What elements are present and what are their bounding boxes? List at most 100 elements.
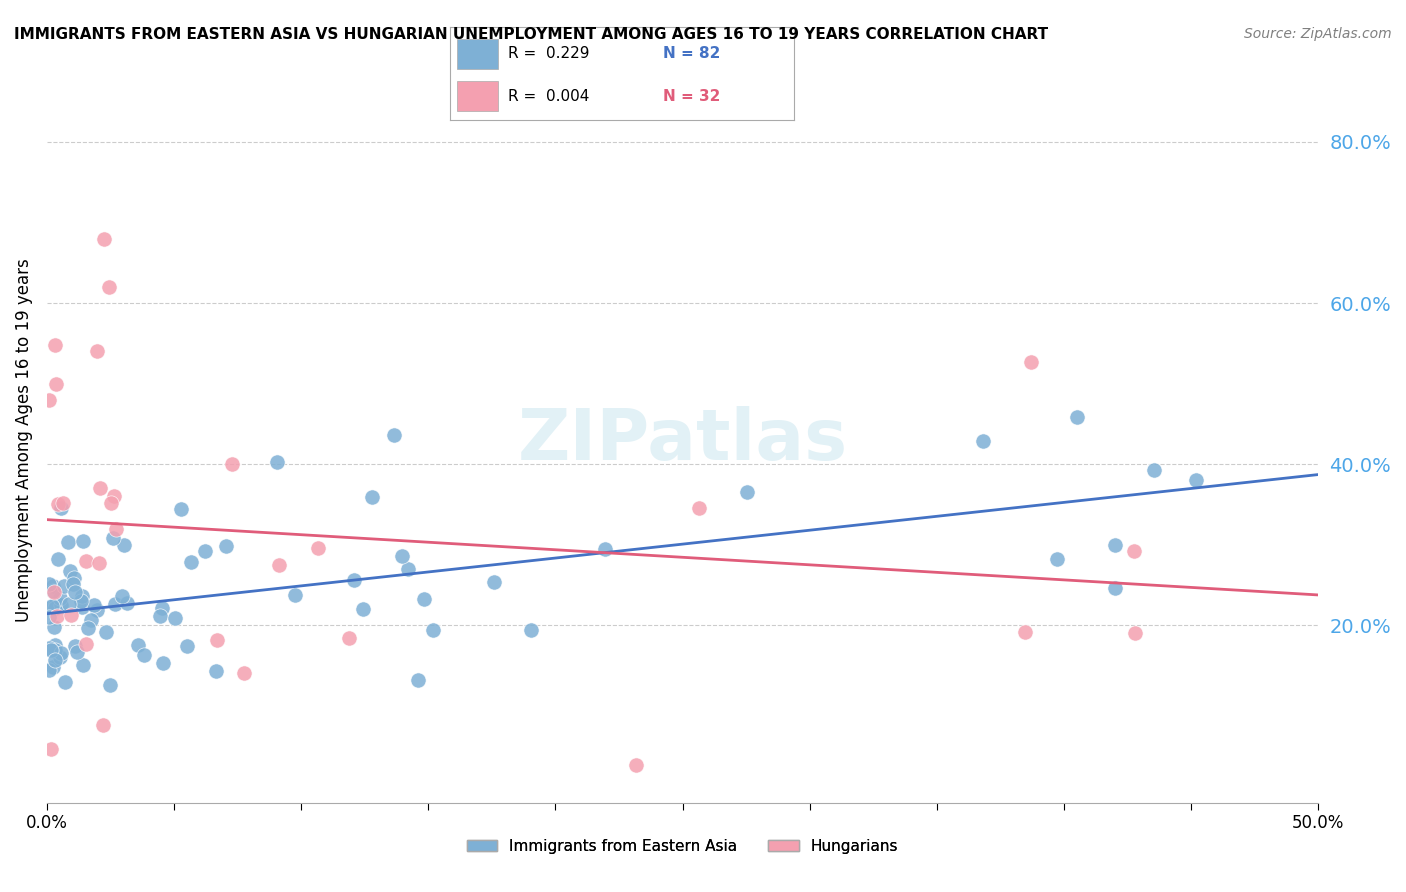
- Point: [70, 593, 93, 607]
- Point: [105, 522, 128, 536]
- Point: [44, 643, 66, 657]
- Point: [42, 584, 65, 599]
- Point: [149, 609, 172, 624]
- Point: [207, 632, 229, 647]
- Point: [39, 643, 62, 657]
- Point: [735, 485, 758, 500]
- Point: [194, 543, 217, 558]
- Point: [233, 666, 256, 681]
- Point: [624, 757, 647, 772]
- Point: [104, 598, 127, 612]
- Point: [688, 500, 710, 515]
- Point: [396, 562, 419, 576]
- Point: [176, 640, 198, 654]
- Point: [115, 596, 138, 610]
- Point: [42, 579, 65, 593]
- Point: [1104, 538, 1126, 552]
- Point: [360, 490, 382, 504]
- Point: [38, 392, 60, 407]
- Point: [482, 574, 505, 589]
- Point: [52, 495, 75, 509]
- Point: [100, 496, 122, 510]
- Point: [49, 649, 72, 664]
- Point: [53, 578, 76, 592]
- Point: [111, 589, 134, 603]
- Point: [41, 599, 63, 614]
- Point: [77, 621, 100, 635]
- Point: [1185, 473, 1208, 487]
- Point: [1143, 463, 1166, 477]
- Point: [337, 631, 360, 645]
- Point: [42, 660, 65, 674]
- Point: [46, 551, 69, 566]
- Point: [101, 531, 124, 545]
- Point: [58, 535, 80, 549]
- Point: [103, 489, 125, 503]
- Point: [59, 564, 82, 578]
- Point: [1046, 551, 1069, 566]
- Point: [127, 638, 149, 652]
- Point: [63, 585, 86, 599]
- Point: [49, 599, 72, 613]
- Text: R =  0.229: R = 0.229: [509, 46, 591, 62]
- Point: [972, 434, 994, 448]
- Point: [58, 597, 80, 611]
- Point: [38, 600, 60, 615]
- Text: N = 82: N = 82: [664, 46, 721, 62]
- Point: [39, 742, 62, 756]
- Point: [98, 280, 121, 294]
- Point: [44, 653, 66, 667]
- Point: [221, 457, 243, 471]
- Point: [593, 541, 616, 556]
- Point: [352, 602, 374, 616]
- Text: N = 32: N = 32: [664, 88, 721, 103]
- Point: [72, 658, 94, 673]
- Point: [38, 577, 60, 591]
- Point: [266, 455, 288, 469]
- Point: [38, 664, 60, 678]
- Point: [41, 583, 63, 598]
- Point: [134, 648, 156, 663]
- Point: [45, 608, 67, 623]
- Point: [152, 657, 174, 671]
- Point: [44, 601, 66, 615]
- Point: [49, 591, 72, 606]
- Point: [38, 609, 60, 624]
- FancyBboxPatch shape: [457, 39, 498, 69]
- Point: [269, 558, 291, 572]
- Point: [382, 428, 405, 442]
- Point: [49, 646, 72, 660]
- Point: [45, 376, 67, 391]
- Text: Source: ZipAtlas.com: Source: ZipAtlas.com: [1244, 27, 1392, 41]
- Point: [80, 613, 103, 627]
- Point: [1019, 354, 1042, 368]
- Point: [1104, 582, 1126, 596]
- FancyBboxPatch shape: [457, 81, 498, 111]
- Point: [165, 611, 187, 625]
- Point: [520, 623, 543, 637]
- Point: [38, 640, 60, 655]
- Point: [284, 588, 307, 602]
- Point: [83, 599, 105, 613]
- Point: [406, 673, 429, 687]
- Point: [72, 533, 94, 548]
- Point: [1123, 544, 1146, 558]
- Point: [1014, 624, 1036, 639]
- Point: [89, 556, 111, 570]
- Point: [75, 554, 97, 568]
- Point: [44, 638, 66, 652]
- Point: [62, 577, 84, 591]
- Point: [422, 623, 444, 637]
- Point: [413, 592, 436, 607]
- Point: [75, 637, 97, 651]
- Point: [343, 573, 366, 587]
- Point: [70, 589, 93, 603]
- Point: [53, 675, 76, 690]
- Point: [1066, 410, 1088, 425]
- Point: [60, 607, 83, 622]
- Point: [215, 540, 238, 554]
- Point: [86, 603, 108, 617]
- Point: [70, 599, 93, 614]
- Point: [86, 344, 108, 359]
- Point: [307, 541, 329, 555]
